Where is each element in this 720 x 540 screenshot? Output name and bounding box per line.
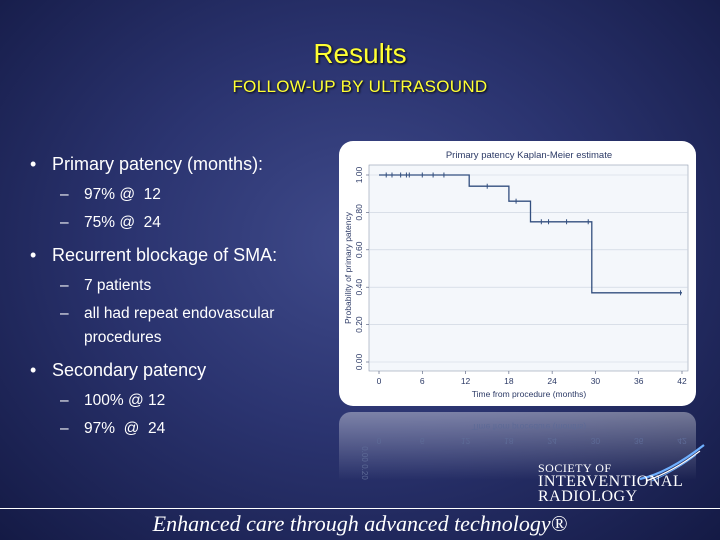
sub-bullet-text: 7 patients — [84, 277, 152, 294]
km-survival-line — [379, 174, 682, 294]
x-tick-label: 42 — [677, 376, 687, 386]
bullet-secondary-patency: • Secondary patency — [30, 360, 330, 381]
dash-marker: – — [60, 214, 69, 231]
x-tick-label: 30 — [591, 376, 601, 386]
reflected-x-tick-label: 12 — [461, 436, 471, 446]
sub-bullet: – 75% @ 24 — [60, 211, 330, 235]
sub-bullet-text: 100% @ 12 — [84, 392, 166, 409]
reflected-x-tick-label: 42 — [677, 436, 687, 446]
dash-marker: – — [60, 186, 69, 203]
reflected-x-tick-label: 0 — [377, 436, 382, 446]
sub-bullet: – all had repeat endovascular procedures — [60, 302, 330, 350]
bullet-primary-patency: • Primary patency (months): — [30, 154, 330, 175]
sub-bullet-text: 97% @ 24 — [84, 420, 166, 437]
bullet-text: Primary patency (months): — [52, 154, 264, 174]
y-tick-label: 0.80 — [354, 204, 364, 221]
sub-bullet: – 100% @ 12 — [60, 389, 330, 413]
y-tick-label: 0.00 — [354, 353, 364, 370]
bullet-recurrent-blockage: • Recurrent blockage of SMA: — [30, 245, 330, 266]
sub-bullet-text: all had repeat endovascular procedures — [84, 305, 275, 346]
chart-reflection-ticks: 0 6 12 18 24 30 36 42 Time from procedure (month… — [360, 422, 687, 480]
bullet-text: Secondary patency — [52, 360, 207, 380]
bullet-list: • Primary patency (months): – 97% @ 12 –… — [30, 154, 330, 445]
reflected-y-tick-label: 0.20 — [360, 464, 369, 480]
logo-text-line2: INTERVENTIONAL — [538, 473, 684, 490]
km-chart: Primary patency Kaplan-Meier estimate 0.0… — [343, 150, 689, 399]
sub-bullet-text: 75% @ 24 — [84, 214, 161, 231]
km-chart-card: Primary patency Kaplan-Meier estimate 0.0… — [339, 141, 696, 406]
reflected-x-tick-label: 36 — [634, 436, 644, 446]
dash-marker: – — [60, 277, 69, 294]
dash-marker: – — [60, 392, 69, 409]
y-tick-label: 0.40 — [354, 279, 364, 296]
sir-logo: SOCIETY OF INTERVENTIONAL RADIOLOGY — [538, 443, 708, 505]
reflected-x-tick-label: 30 — [591, 436, 601, 446]
x-axis-label: Time from procedure (months) — [472, 389, 587, 399]
reflected-y-tick-label: 0.00 — [360, 446, 369, 462]
x-tick-label: 0 — [377, 376, 382, 386]
bullet-dot: • — [30, 360, 37, 380]
slide-title: Results — [313, 38, 407, 69]
sub-bullet: – 97% @ 24 — [60, 417, 330, 441]
reflected-x-tick-label: 6 — [420, 436, 425, 446]
x-tick-label: 24 — [547, 376, 557, 386]
slide-subtitle: FOLLOW-UP BY ULTRASOUND — [232, 77, 488, 96]
x-tick-label: 18 — [504, 376, 514, 386]
dash-marker: – — [60, 420, 69, 437]
reflected-x-axis-label: Time from procedure (months) — [472, 422, 587, 432]
logo-swoosh-icon — [639, 444, 705, 482]
dash-marker: – — [60, 305, 69, 322]
y-tick-label: 0.60 — [354, 241, 364, 258]
footer-divider — [0, 508, 720, 509]
x-tick-label: 6 — [420, 376, 425, 386]
x-tick-label: 36 — [634, 376, 644, 386]
sub-bullet-text: 97% @ 12 — [84, 186, 161, 203]
reflected-x-tick-label: 24 — [547, 436, 557, 446]
chart-title: Primary patency Kaplan-Meier estimate — [446, 150, 612, 161]
bullet-dot: • — [30, 245, 37, 265]
reflected-x-tick-label: 18 — [504, 436, 514, 446]
sub-bullet: – 7 patients — [60, 274, 330, 298]
sub-bullet: – 97% @ 12 — [60, 183, 330, 207]
bullet-text: Recurrent blockage of SMA: — [52, 245, 278, 265]
footer-tagline: Enhanced care through advanced technolog… — [152, 511, 568, 536]
y-tick-label: 0.20 — [354, 316, 364, 333]
y-axis-label: Probability of primary patency — [343, 211, 353, 324]
logo-text-line1: SOCIETY OF — [538, 461, 612, 475]
x-tick-label: 12 — [461, 376, 471, 386]
y-tick-label: 1.00 — [354, 166, 364, 183]
plot-area — [368, 164, 689, 372]
logo-text-line3: RADIOLOGY — [538, 488, 638, 505]
bullet-dot: • — [30, 154, 37, 174]
chart-reflection: 0 6 12 18 24 30 36 42 Time from procedure (month… — [339, 412, 696, 480]
